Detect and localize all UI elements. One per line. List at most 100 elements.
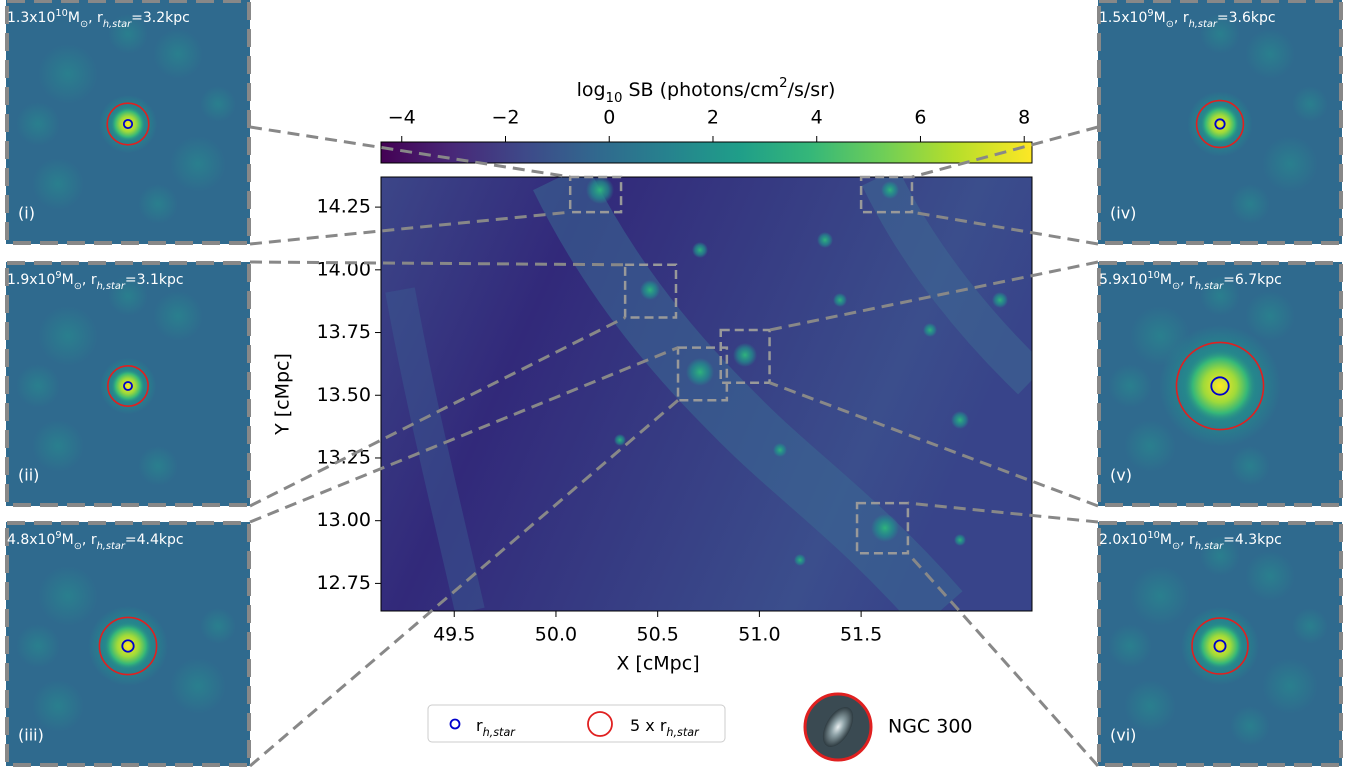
- text-part: ⊙: [1166, 19, 1174, 30]
- text-part: =: [125, 272, 137, 288]
- inset-id: (v): [1110, 466, 1132, 485]
- text-part: 1.9x10: [7, 272, 55, 288]
- x-tick-label: 50.5: [637, 624, 679, 646]
- zoom-connector: [906, 552, 1100, 767]
- structure-blob: [923, 323, 937, 337]
- inset-id: (i): [18, 204, 35, 223]
- text-part: h,star: [666, 726, 700, 739]
- text-part: ⊙: [1172, 281, 1180, 292]
- zoom-connector: [911, 210, 1099, 246]
- inset-structure: [200, 608, 236, 644]
- inset-structure: [170, 658, 226, 714]
- y-tick-label: 13.00: [317, 509, 371, 531]
- text-part: 3.2: [143, 10, 165, 26]
- inset-structure: [170, 136, 226, 192]
- structure-blob: [794, 554, 806, 566]
- text-part: 3.6: [1229, 10, 1251, 26]
- half-light-radius-5x: [106, 102, 150, 146]
- zoom-connector: [249, 316, 626, 508]
- text-part: M: [62, 532, 74, 548]
- y-tick-label: 13.50: [317, 384, 371, 406]
- structure-blob: [733, 343, 757, 367]
- inset-image: [6, 262, 250, 506]
- text-part: , r: [82, 272, 97, 288]
- text-part: =: [131, 10, 143, 26]
- structure-blob: [686, 358, 714, 386]
- filament: [533, 177, 963, 611]
- text-part: 10: [1147, 270, 1159, 281]
- inset-structure: [1245, 29, 1295, 79]
- structure-blob: [692, 242, 708, 258]
- zoom-connector: [911, 125, 1099, 179]
- half-light-radius: [122, 118, 134, 130]
- inset-image: [1098, 262, 1342, 506]
- inset-structure: [1230, 446, 1270, 486]
- text-part: /s/sr): [788, 79, 836, 101]
- reference-galaxy: [822, 707, 854, 747]
- half-light-radius-5x: [98, 616, 158, 676]
- zoom-connector: [907, 501, 1099, 524]
- inset-label: 1.9x109M⊙, rh,star=3.1kpc: [7, 270, 184, 292]
- reference-label: NGC 300: [888, 716, 973, 738]
- legend-label: rh,star: [476, 716, 516, 739]
- inset-structure: [1200, 14, 1240, 54]
- text-part: h,star: [97, 281, 126, 292]
- inset-core: [103, 621, 153, 671]
- text-part: 5 x r: [630, 716, 667, 735]
- y-tick-label: 14.00: [317, 258, 371, 280]
- inset-structure: [32, 680, 84, 732]
- inset-frame: [5, 0, 251, 245]
- text-part: h,star: [1189, 19, 1218, 30]
- colorbar-tick-label: −2: [491, 107, 519, 129]
- inset-structure: [1262, 658, 1318, 714]
- text-part: kpc: [1257, 272, 1282, 288]
- image-layer: [381, 177, 1032, 611]
- half-light-radius: [121, 639, 135, 653]
- text-part: h,star: [483, 726, 517, 739]
- text-part: 5.9x10: [1099, 272, 1147, 288]
- inset-label: 5.9x1010M⊙, rh,star=6.7kpc: [1099, 270, 1282, 292]
- structure-blob: [640, 280, 660, 300]
- text-part: 10: [1147, 530, 1159, 541]
- text-part: =: [1223, 532, 1235, 548]
- inset-structure: [1124, 680, 1176, 732]
- text-part: ⊙: [74, 541, 82, 552]
- structure-blob: [773, 443, 787, 457]
- inset-core: [1196, 622, 1244, 670]
- inset-structure: [1292, 86, 1328, 122]
- colorbar-tick-label: 4: [811, 107, 823, 129]
- zoom-box: [568, 175, 623, 214]
- text-part: , r: [1180, 272, 1195, 288]
- zoom-box: [859, 175, 914, 214]
- inset-frame: [5, 261, 251, 507]
- inset-structure: [1245, 551, 1295, 601]
- text-part: ⊙: [74, 281, 82, 292]
- colorbar: [380, 141, 1033, 164]
- inset-frame: [5, 521, 251, 767]
- inset-structure: [16, 364, 60, 408]
- half-light-radius: [123, 381, 133, 391]
- text-part: 3.1: [137, 272, 159, 288]
- zoom-connector: [249, 210, 571, 246]
- inset-structure: [1200, 536, 1240, 576]
- inset-structure: [1245, 291, 1295, 341]
- inset-structure: [153, 29, 203, 79]
- inset-frame: [1097, 261, 1343, 507]
- inset-core: [1200, 104, 1240, 144]
- text-part: log: [577, 79, 606, 101]
- colorbar-tick-label: 0: [603, 107, 615, 129]
- text-part: ⊙: [80, 19, 88, 30]
- half-light-radius-5x: [1175, 341, 1265, 431]
- zoom-box: [623, 263, 678, 319]
- inset-structure: [108, 276, 148, 316]
- inset-id: (ii): [18, 466, 39, 485]
- text-part: M: [68, 10, 80, 26]
- zoom-connector: [249, 125, 571, 179]
- inset-structure: [138, 184, 178, 224]
- structure-blob: [992, 292, 1008, 308]
- text-part: h,star: [1195, 281, 1224, 292]
- filament: [861, 177, 1032, 395]
- plot-frame: [380, 176, 1033, 612]
- inset-structure: [200, 86, 236, 122]
